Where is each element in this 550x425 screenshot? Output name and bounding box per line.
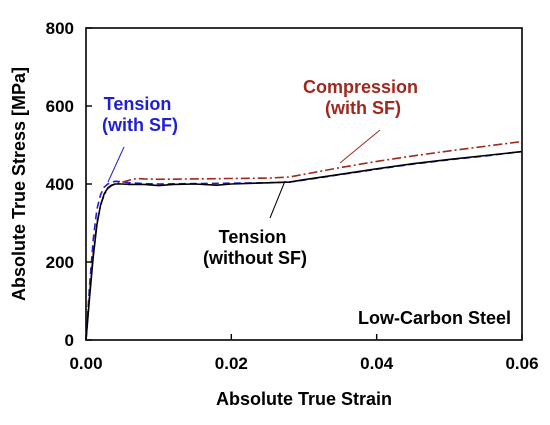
- series-line-3: [85, 150, 523, 341]
- annotation-tension-without-sf-line2: (without SF): [203, 248, 307, 268]
- annotation-material: Low-Carbon Steel: [358, 308, 511, 328]
- series-line-2: [85, 140, 523, 341]
- y-tick-label: 200: [46, 253, 74, 272]
- annotation-tension-with-sf-line1: Tension: [104, 94, 172, 114]
- y-tick-label: 600: [46, 97, 74, 116]
- annotation-tension-without-sf-line1: Tension: [219, 227, 287, 247]
- x-tick-label: 0.04: [360, 354, 394, 373]
- y-tick-label: 0: [65, 331, 74, 350]
- y-tick-label: 400: [46, 175, 74, 194]
- x-axis-ticks: 0.00 0.02 0.04 0.06: [69, 334, 539, 373]
- y-axis-label: Absolute True Stress [MPa]: [9, 67, 29, 301]
- x-tick-label: 0.02: [215, 354, 248, 373]
- x-tick-label: 0.00: [69, 354, 102, 373]
- annotation-tension-with-sf-line2: (with SF): [102, 115, 178, 135]
- x-axis-label: Absolute True Strain: [216, 389, 392, 409]
- y-tick-label: 800: [46, 19, 74, 38]
- series-layer: [85, 140, 523, 341]
- compression-with-sf-leader: [339, 129, 381, 164]
- annotation-compression-with-sf: Compression (with SF): [303, 77, 423, 118]
- tension-without-sf-leader: [269, 180, 286, 219]
- series-line-1: [85, 150, 523, 341]
- tension-with-sf-leader: [107, 146, 125, 183]
- annotation-tension-with-sf: Tension (with SF): [102, 94, 178, 135]
- y-axis-ticks: 0 200 400 600 800: [46, 19, 92, 350]
- x-tick-label: 0.06: [505, 354, 538, 373]
- annotation-compression-with-sf-line1: Compression: [303, 77, 418, 97]
- annotation-compression-with-sf-line2: (with SF): [325, 98, 401, 118]
- annotation-tension-without-sf: Tension (without SF): [203, 227, 307, 268]
